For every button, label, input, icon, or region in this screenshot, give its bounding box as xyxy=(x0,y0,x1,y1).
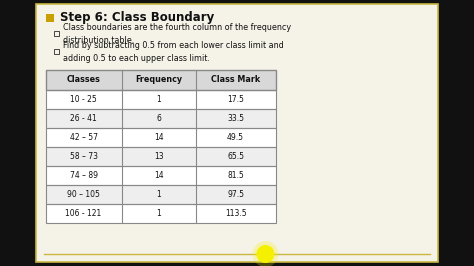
Bar xyxy=(46,14,54,22)
Text: 14: 14 xyxy=(154,133,164,142)
Text: Find by subtracting 0.5 from each lower class limit and
adding 0.5 to each upper: Find by subtracting 0.5 from each lower … xyxy=(63,41,283,63)
Text: 14: 14 xyxy=(154,171,164,180)
Text: 97.5: 97.5 xyxy=(227,190,244,199)
Bar xyxy=(46,204,275,223)
Circle shape xyxy=(256,245,274,263)
Bar xyxy=(54,31,59,36)
Text: 1: 1 xyxy=(156,95,161,104)
Text: 49.5: 49.5 xyxy=(227,133,244,142)
Bar xyxy=(46,185,275,204)
Text: 1: 1 xyxy=(156,190,161,199)
Text: 17.5: 17.5 xyxy=(227,95,244,104)
Text: 74 – 89: 74 – 89 xyxy=(70,171,98,180)
Circle shape xyxy=(253,241,278,266)
Text: 65.5: 65.5 xyxy=(227,152,244,161)
Bar xyxy=(46,204,275,223)
Text: 13: 13 xyxy=(154,152,164,161)
Text: 26 - 41: 26 - 41 xyxy=(70,114,97,123)
Bar xyxy=(46,109,275,128)
Text: 10 - 25: 10 - 25 xyxy=(70,95,97,104)
Bar xyxy=(46,70,275,90)
Bar xyxy=(54,49,59,54)
Bar xyxy=(46,147,275,166)
Bar xyxy=(36,4,438,262)
Bar xyxy=(46,166,275,185)
Bar xyxy=(46,90,275,109)
Bar xyxy=(46,109,275,128)
Text: 1: 1 xyxy=(156,209,161,218)
Text: 6: 6 xyxy=(156,114,161,123)
Text: 81.5: 81.5 xyxy=(227,171,244,180)
Bar xyxy=(46,147,275,166)
Text: 90 – 105: 90 – 105 xyxy=(67,190,100,199)
Bar xyxy=(46,185,275,204)
Text: Classes: Classes xyxy=(67,76,100,85)
Bar xyxy=(46,166,275,185)
Bar xyxy=(46,90,275,109)
Text: 42 – 57: 42 – 57 xyxy=(70,133,98,142)
Text: Frequency: Frequency xyxy=(135,76,182,85)
Bar xyxy=(46,128,275,147)
Text: 58 – 73: 58 – 73 xyxy=(70,152,98,161)
Text: 33.5: 33.5 xyxy=(227,114,244,123)
Text: 106 - 121: 106 - 121 xyxy=(65,209,102,218)
Text: Class Mark: Class Mark xyxy=(211,76,260,85)
Text: Class boundaries are the fourth column of the frequency
distribution table.: Class boundaries are the fourth column o… xyxy=(63,23,291,45)
Bar xyxy=(46,70,275,90)
Bar xyxy=(46,128,275,147)
Text: Step 6: Class Boundary: Step 6: Class Boundary xyxy=(60,10,214,23)
Text: 113.5: 113.5 xyxy=(225,209,246,218)
